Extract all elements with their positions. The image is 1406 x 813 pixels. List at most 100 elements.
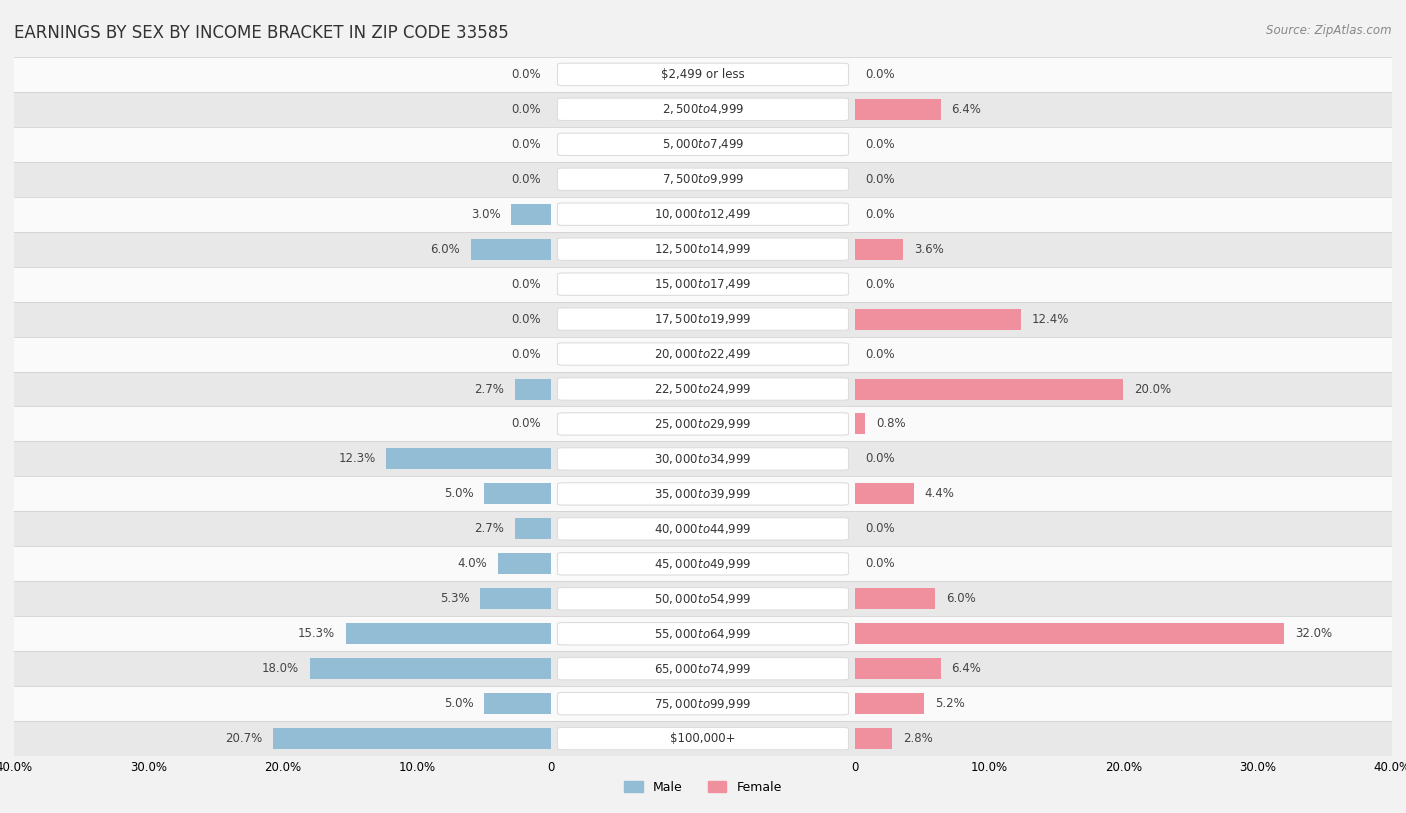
Bar bbox=[14, 197, 551, 232]
Text: 32.0%: 32.0% bbox=[1295, 628, 1333, 640]
Text: $20,000 to $22,499: $20,000 to $22,499 bbox=[654, 347, 752, 361]
Text: 0.0%: 0.0% bbox=[865, 453, 896, 465]
Bar bbox=[855, 379, 1123, 399]
Bar bbox=[855, 92, 1392, 127]
Bar bbox=[551, 232, 855, 267]
Legend: Male, Female: Male, Female bbox=[619, 776, 787, 798]
Text: 3.0%: 3.0% bbox=[471, 208, 501, 220]
Text: 0.0%: 0.0% bbox=[510, 313, 541, 325]
Text: 0.0%: 0.0% bbox=[510, 173, 541, 185]
Text: 6.4%: 6.4% bbox=[952, 103, 981, 115]
FancyBboxPatch shape bbox=[558, 343, 848, 365]
FancyBboxPatch shape bbox=[558, 693, 848, 715]
Bar bbox=[551, 686, 855, 721]
Bar bbox=[14, 372, 551, 406]
Text: 2.8%: 2.8% bbox=[903, 733, 932, 745]
Text: 5.0%: 5.0% bbox=[444, 698, 474, 710]
Text: 2.7%: 2.7% bbox=[475, 383, 505, 395]
FancyBboxPatch shape bbox=[558, 553, 848, 575]
Text: 6.0%: 6.0% bbox=[430, 243, 460, 255]
Text: 0.0%: 0.0% bbox=[865, 208, 896, 220]
Text: $55,000 to $64,999: $55,000 to $64,999 bbox=[654, 627, 752, 641]
Text: 0.0%: 0.0% bbox=[865, 558, 896, 570]
Bar bbox=[14, 546, 551, 581]
Bar bbox=[14, 232, 551, 267]
Bar bbox=[14, 511, 551, 546]
Bar bbox=[855, 99, 941, 120]
Bar bbox=[855, 476, 1392, 511]
Text: 0.0%: 0.0% bbox=[865, 523, 896, 535]
Text: 0.0%: 0.0% bbox=[510, 68, 541, 80]
Text: EARNINGS BY SEX BY INCOME BRACKET IN ZIP CODE 33585: EARNINGS BY SEX BY INCOME BRACKET IN ZIP… bbox=[14, 24, 509, 42]
FancyBboxPatch shape bbox=[558, 273, 848, 295]
Bar bbox=[551, 267, 855, 302]
Text: $100,000+: $100,000+ bbox=[671, 733, 735, 745]
Bar bbox=[14, 476, 551, 511]
Bar bbox=[498, 554, 551, 574]
Bar bbox=[481, 589, 551, 609]
Bar bbox=[855, 616, 1392, 651]
Bar bbox=[551, 57, 855, 92]
Bar bbox=[551, 616, 855, 651]
FancyBboxPatch shape bbox=[558, 623, 848, 645]
Bar bbox=[551, 721, 855, 756]
Text: 0.0%: 0.0% bbox=[865, 173, 896, 185]
Bar bbox=[855, 441, 1392, 476]
Bar bbox=[855, 197, 1392, 232]
FancyBboxPatch shape bbox=[558, 483, 848, 505]
Text: $10,000 to $12,499: $10,000 to $12,499 bbox=[654, 207, 752, 221]
Bar bbox=[14, 267, 551, 302]
Bar bbox=[14, 721, 551, 756]
Bar bbox=[551, 651, 855, 686]
Bar bbox=[551, 511, 855, 546]
Bar bbox=[14, 686, 551, 721]
Bar bbox=[855, 302, 1392, 337]
Text: Source: ZipAtlas.com: Source: ZipAtlas.com bbox=[1267, 24, 1392, 37]
Bar bbox=[855, 232, 1392, 267]
Text: $12,500 to $14,999: $12,500 to $14,999 bbox=[654, 242, 752, 256]
Bar bbox=[551, 197, 855, 232]
Text: 0.0%: 0.0% bbox=[865, 348, 896, 360]
Text: $2,500 to $4,999: $2,500 to $4,999 bbox=[662, 102, 744, 116]
Bar bbox=[855, 127, 1392, 162]
FancyBboxPatch shape bbox=[558, 63, 848, 85]
Bar bbox=[855, 267, 1392, 302]
Bar bbox=[855, 511, 1392, 546]
Bar bbox=[515, 519, 551, 539]
Bar bbox=[855, 693, 924, 714]
Text: 0.0%: 0.0% bbox=[510, 103, 541, 115]
Bar bbox=[551, 302, 855, 337]
Bar bbox=[273, 728, 551, 749]
Bar bbox=[855, 337, 1392, 372]
Bar bbox=[551, 92, 855, 127]
Bar bbox=[14, 162, 551, 197]
Bar bbox=[14, 616, 551, 651]
Text: $22,500 to $24,999: $22,500 to $24,999 bbox=[654, 382, 752, 396]
Text: 0.0%: 0.0% bbox=[510, 348, 541, 360]
Bar bbox=[551, 127, 855, 162]
FancyBboxPatch shape bbox=[558, 378, 848, 400]
Bar bbox=[855, 721, 1392, 756]
Bar bbox=[855, 239, 903, 259]
Text: 0.0%: 0.0% bbox=[510, 138, 541, 150]
Bar bbox=[14, 302, 551, 337]
Bar bbox=[855, 372, 1392, 406]
FancyBboxPatch shape bbox=[558, 203, 848, 225]
Text: 12.4%: 12.4% bbox=[1032, 313, 1070, 325]
Bar bbox=[551, 441, 855, 476]
Bar bbox=[14, 406, 551, 441]
Text: 12.3%: 12.3% bbox=[339, 453, 375, 465]
Bar bbox=[855, 484, 914, 504]
Text: $65,000 to $74,999: $65,000 to $74,999 bbox=[654, 662, 752, 676]
Bar bbox=[551, 581, 855, 616]
Text: 20.0%: 20.0% bbox=[1135, 383, 1171, 395]
Text: $7,500 to $9,999: $7,500 to $9,999 bbox=[662, 172, 744, 186]
Text: 5.3%: 5.3% bbox=[440, 593, 470, 605]
Text: 0.0%: 0.0% bbox=[865, 278, 896, 290]
Bar bbox=[551, 546, 855, 581]
Bar bbox=[14, 127, 551, 162]
Bar bbox=[855, 581, 1392, 616]
Bar bbox=[551, 372, 855, 406]
Bar bbox=[855, 414, 865, 434]
Text: 4.0%: 4.0% bbox=[457, 558, 486, 570]
